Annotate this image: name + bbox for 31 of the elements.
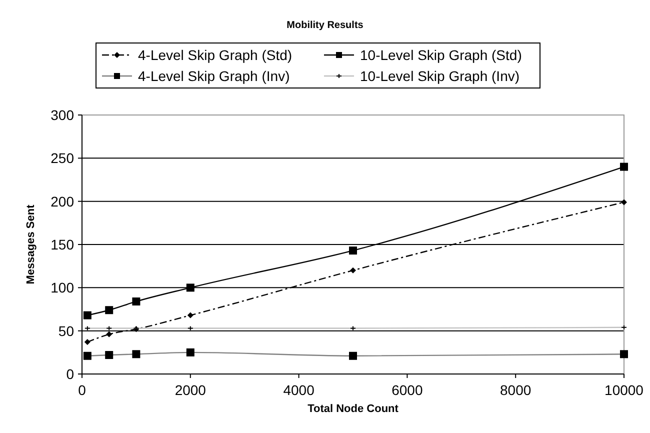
x-tick-label: 10000 [604, 382, 644, 398]
point [186, 284, 194, 292]
y-axis-title: Messages Sent [25, 204, 37, 284]
y-tick-label: 200 [50, 193, 74, 210]
x-axis-title: Total Node Count [308, 403, 399, 415]
point [132, 297, 140, 306]
x-tick-label: 4000 [283, 382, 315, 398]
point [106, 331, 112, 338]
legend-label: 10-Level Skip Graph (Inv) [360, 68, 520, 84]
x-tick-label: 2000 [174, 382, 206, 398]
y-tick-label: 100 [50, 280, 74, 296]
x-tick-label: 0 [78, 382, 86, 398]
point [620, 162, 628, 171]
y-tick-label: 50 [58, 322, 74, 339]
point [84, 339, 90, 346]
x-tick-label: 6000 [392, 382, 423, 398]
y-tick-label: 150 [50, 236, 74, 252]
point [187, 312, 194, 318]
legend-label: 4-Level Skip Graph (Std) [138, 47, 292, 63]
point [105, 306, 114, 314]
legend-label: 4-Level Skip Graph (Inv) [138, 68, 290, 84]
point [83, 311, 92, 320]
point [621, 199, 627, 206]
legend-label: 10-Level Skip Graph (Std) [360, 47, 522, 63]
y-tick-label: 250 [50, 150, 74, 166]
x-tick-label: 8000 [500, 382, 532, 398]
y-tick-label: 0 [66, 366, 74, 382]
y-tick-label: 300 [50, 107, 74, 123]
point [350, 267, 356, 274]
point [349, 246, 357, 255]
chart-title: Mobility Results [286, 20, 364, 31]
